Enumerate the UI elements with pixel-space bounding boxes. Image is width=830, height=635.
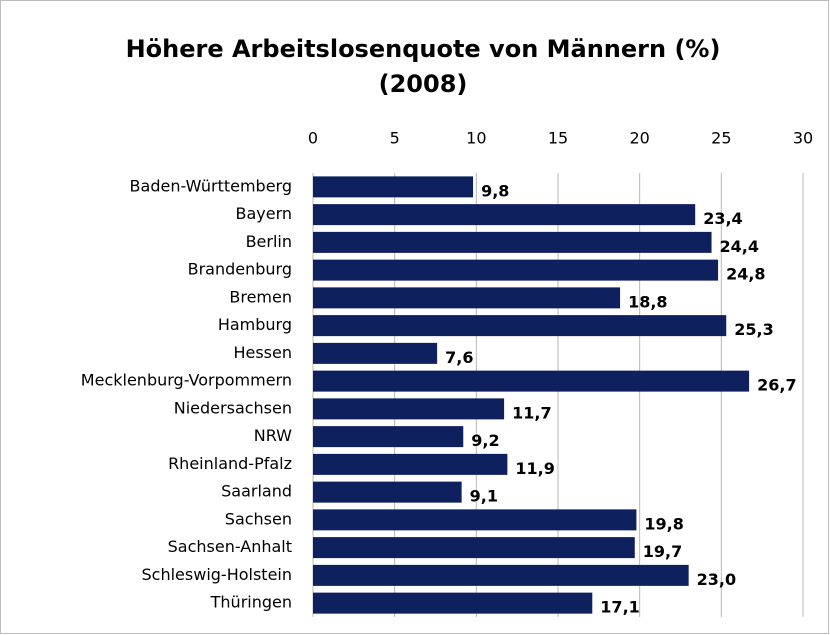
chart-title: (2008) [379,70,468,98]
value-label: 19,8 [644,514,683,533]
value-label: 24,8 [726,265,765,284]
bar [313,426,464,448]
bar [313,537,635,559]
y-tick-label: Niedersachsen [174,398,292,417]
x-tick-label: 30 [793,129,813,148]
y-tick-label: Bayern [235,204,292,223]
x-tick-label: 15 [548,129,568,148]
bar [313,259,719,281]
value-label: 24,4 [720,237,759,256]
bar [313,370,750,392]
bar [313,481,462,503]
value-label: 23,0 [697,570,736,589]
bar [313,315,727,337]
y-tick-label: Schleswig-Holstein [142,565,292,584]
y-tick-label: NRW [254,426,292,445]
value-label: 26,7 [757,376,796,395]
x-tick-label: 10 [466,129,486,148]
x-tick-label: 0 [308,129,318,148]
value-label: 11,9 [515,459,554,478]
bar [313,564,689,586]
bar [313,342,438,364]
bar [313,231,712,253]
y-tick-label: Hessen [233,343,292,362]
y-tick-label: Thüringen [210,593,292,612]
value-label: 9,2 [471,431,499,450]
y-tick-label: Sachsen-Anhalt [168,537,292,556]
y-tick-label: Mecklenburg-Vorpommern [81,371,292,390]
bar [313,453,508,475]
y-tick-label: Sachsen [225,509,292,528]
value-label: 23,4 [703,209,742,228]
y-tick-label: Baden-Württemberg [130,176,292,195]
x-tick-label: 20 [629,129,649,148]
bar [313,398,505,420]
x-tick-label: 25 [711,129,731,148]
bar [313,176,474,198]
value-label: 19,7 [643,542,682,561]
y-tick-label: Saarland [221,482,292,501]
value-label: 17,1 [600,598,639,617]
y-tick-label: Berlin [246,232,292,251]
value-label: 9,1 [470,487,498,506]
value-label: 25,3 [734,320,773,339]
y-tick-label: Bremen [229,287,292,306]
y-tick-label: Brandenburg [188,260,292,279]
y-tick-label: Hamburg [218,315,292,334]
value-label: 9,8 [481,181,509,200]
bar [313,509,637,531]
x-tick-label: 5 [390,129,400,148]
value-label: 18,8 [628,292,667,311]
value-label: 7,6 [445,348,473,367]
chart-title: Höhere Arbeitslosenquote von Männern (%) [126,35,721,63]
bar [313,592,593,614]
y-tick-label: Rheinland-Pfalz [168,454,292,473]
value-label: 11,7 [512,403,551,422]
bar [313,287,621,309]
bar [313,204,696,226]
